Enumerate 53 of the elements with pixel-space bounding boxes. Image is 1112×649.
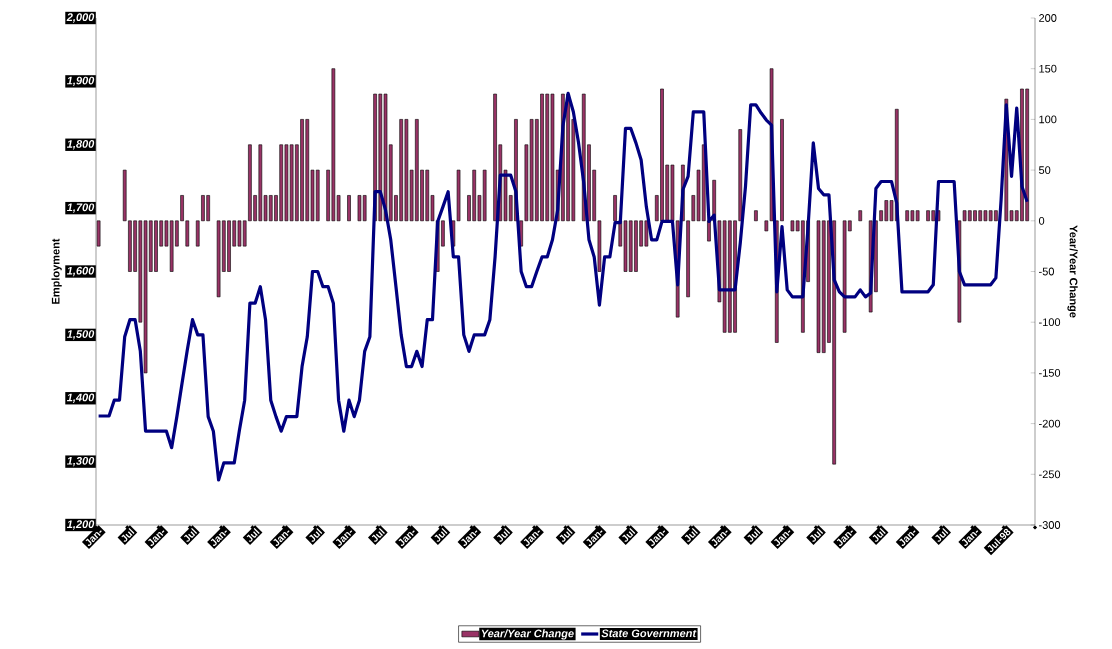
x-tick-label: Jul <box>309 527 323 542</box>
x-tick-label: Jan- <box>523 530 540 546</box>
x-tick-label: Jan- <box>586 530 603 546</box>
x-tick-label: Jan- <box>711 530 728 546</box>
x-tick-label: Jan- <box>961 530 979 546</box>
x-tick-label: Jan- <box>210 530 227 546</box>
x-tick-label: Jul <box>497 527 511 542</box>
y2-axis-title: Year/Year Change <box>1067 225 1078 318</box>
x-tick-label: Jul <box>747 527 761 542</box>
x-tick-label: Jan- <box>85 530 102 546</box>
y-tick-label: 1,500 <box>66 330 95 340</box>
x-tick-label: Jan- <box>398 530 415 546</box>
y2-tick-label: -300 <box>1039 521 1061 529</box>
y-tick-label: 1,900 <box>66 76 95 87</box>
x-tick-label: Jul <box>872 527 886 542</box>
y-tick-label: 1,200 <box>66 520 95 530</box>
y-tick-label: 1,300 <box>66 456 95 467</box>
x-tick-label: Jul <box>935 527 949 542</box>
x-tick-label: Jan- <box>899 530 916 546</box>
y-tick-label: 1,400 <box>66 393 95 403</box>
x-tick-label: Jul <box>434 527 448 542</box>
y-tick-label: 1,700 <box>66 203 95 213</box>
x-tick-label: Jul <box>246 527 260 542</box>
y-tick-label: 1,600 <box>66 266 95 277</box>
y2-tick-label: -150 <box>1039 369 1061 377</box>
x-tick-label: Jan- <box>836 530 853 546</box>
y-tick-label: 2,000 <box>66 13 95 23</box>
x-tick-label: Jul <box>371 527 385 542</box>
x-tick-label: Jul <box>184 527 198 542</box>
y2-tick-label: -100 <box>1039 318 1061 327</box>
x-tick-label: Jan- <box>461 530 478 546</box>
x-tick-label: Jan- <box>273 530 290 546</box>
y-axis-title: Employment <box>51 238 62 304</box>
y2-tick-label: 200 <box>1039 14 1057 22</box>
y2-tick-label: 0 <box>1038 216 1045 225</box>
x-tick-label: Jan- <box>335 530 353 546</box>
x-tick-label: Jan- <box>774 530 791 546</box>
y2-tick-label: -250 <box>1039 470 1061 479</box>
y2-tick-label: -200 <box>1039 419 1061 428</box>
x-tick-label: Jan- <box>648 530 666 546</box>
x-tick-label: Jan- <box>148 530 165 546</box>
legend-label: State Government <box>601 629 697 638</box>
y2-tick-label: 100 <box>1039 115 1057 124</box>
x-tick-label: Jul <box>121 527 135 542</box>
y-tick-label: 1,800 <box>66 140 95 150</box>
x-tick-label: Jul <box>622 527 636 542</box>
y2-tick-label: -50 <box>1039 267 1054 276</box>
legend-label: Year/Year Change <box>481 629 574 640</box>
x-tick-label: Jul <box>559 527 573 542</box>
y2-tick-label: 150 <box>1039 64 1057 73</box>
x-tick-label: Jul <box>810 527 824 542</box>
y2-tick-label: 50 <box>1038 166 1051 174</box>
x-tick-label: Jul <box>684 527 698 542</box>
